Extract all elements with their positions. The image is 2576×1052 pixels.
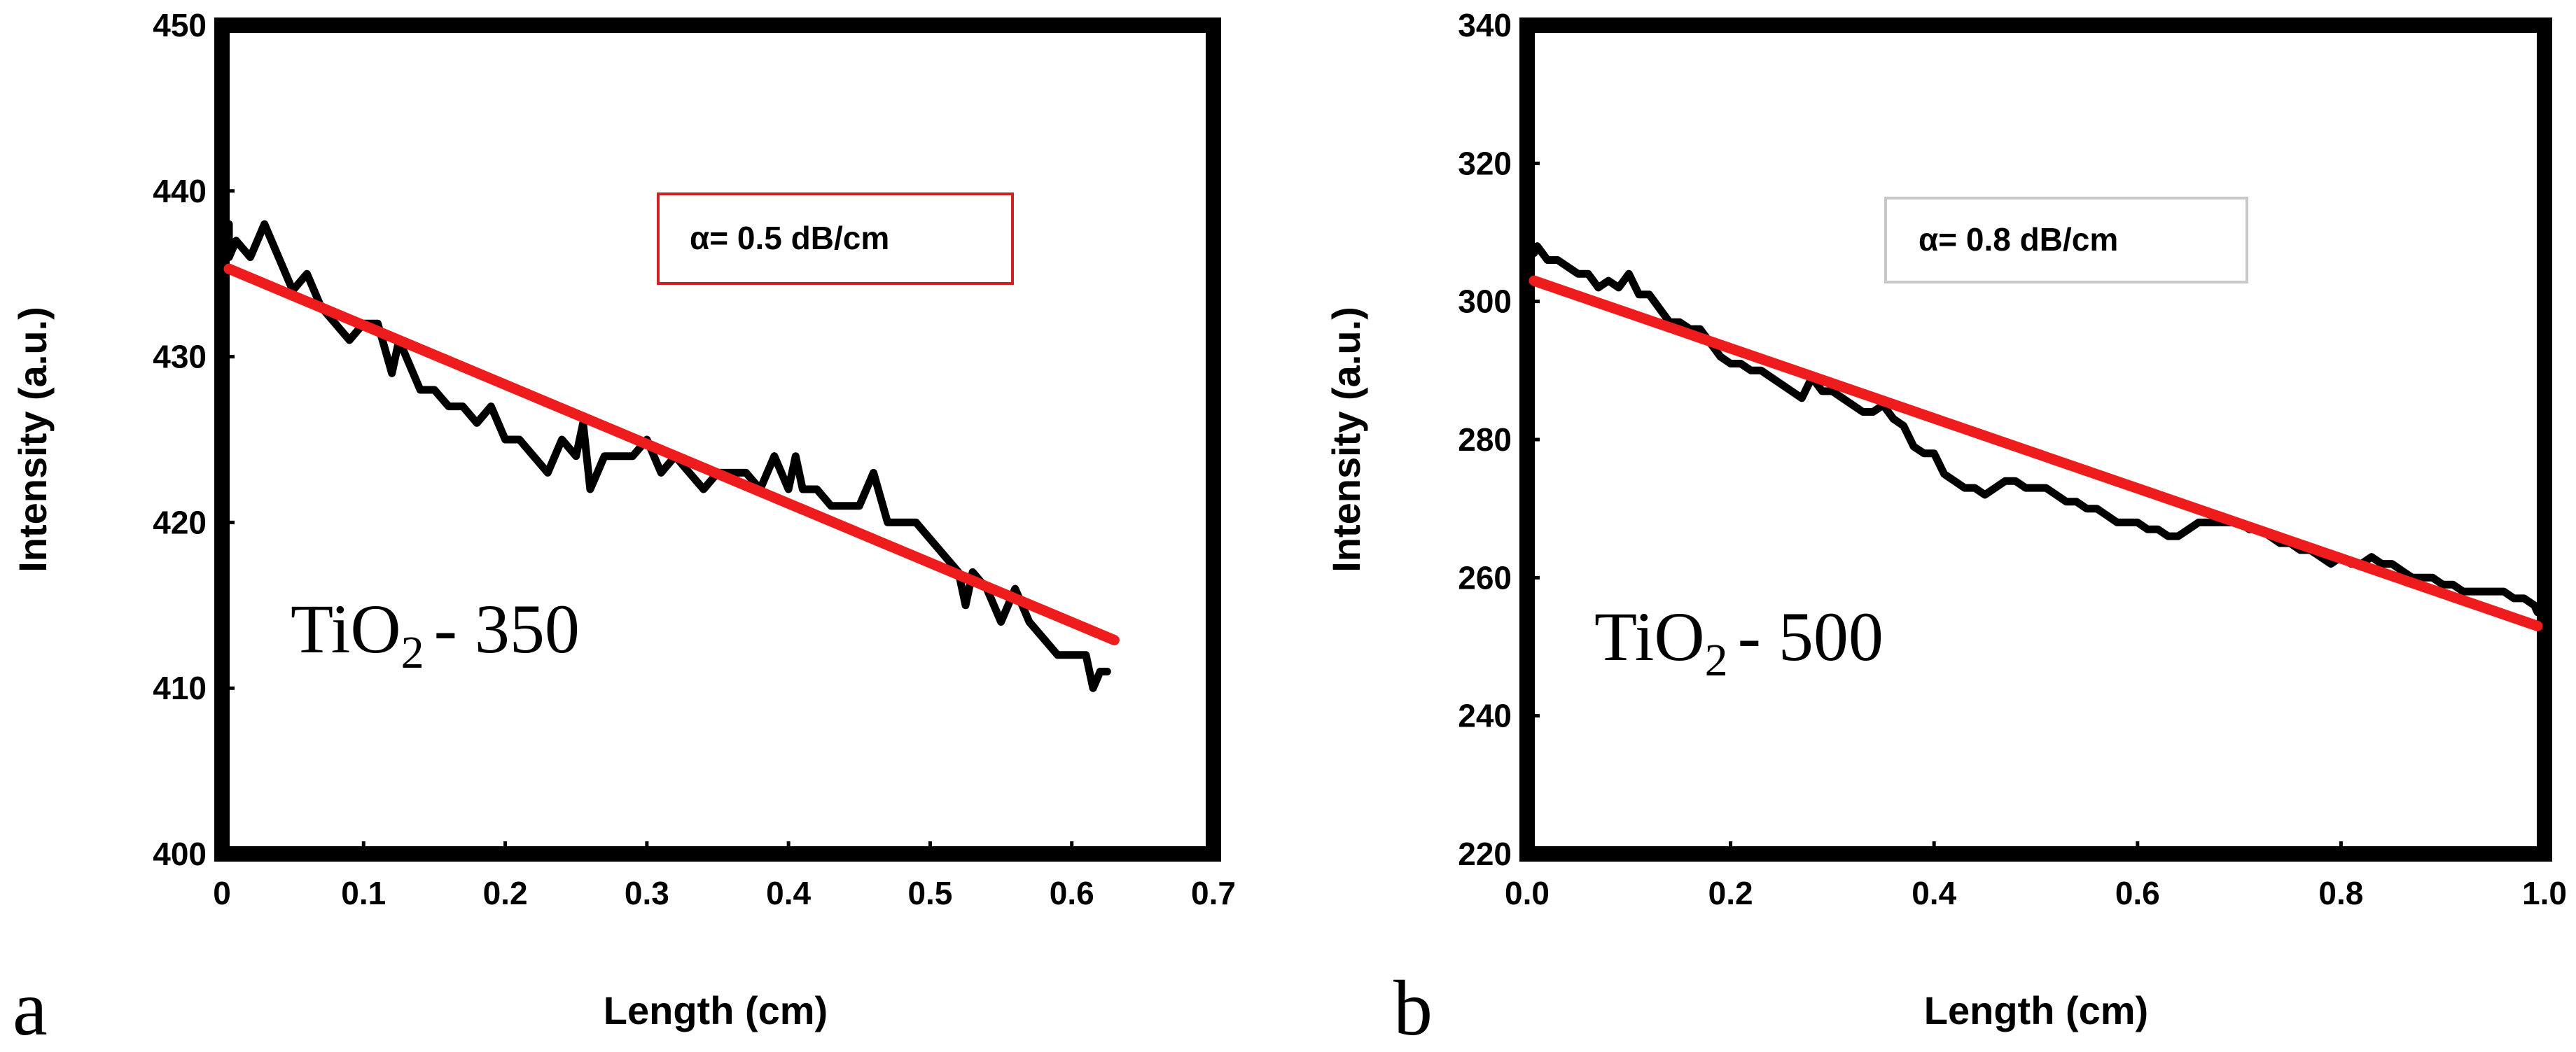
y-tick-label-a: 400 [153,836,207,872]
measured-series-line-b [1530,242,2542,617]
y-tick-label-a: 420 [153,504,207,540]
fit-line-a [223,263,1120,645]
x-tick-label-a: 0.7 [1191,875,1236,911]
y-tick-label-b: 240 [1458,698,1512,734]
x-tick-label-a: 0.2 [483,875,528,911]
sample-label-rest-b: - 500 [1738,598,1884,675]
panel-letter-b: b [1393,965,1433,1052]
y-tick-label-b: 260 [1458,559,1512,596]
x-tick-label-a: 0.4 [766,875,811,911]
y-tick-label-a: 440 [153,173,207,209]
sample-label-main-a: TiO [291,590,401,668]
x-tick-label-b: 0.2 [1708,875,1753,911]
series-layer-b [1529,242,2543,631]
y-axis-title-b: Intensity (a.u.) [1324,307,1368,573]
axis-ticks-b: 0.0 0.2 0.4 0.6 0.8 1.0 220 240 260 280 300 320 340 [1458,7,2567,911]
x-tick-label-b: 0.4 [1912,875,1956,911]
plot-area-frame-a [214,17,1221,862]
x-axis-title-a: Length (cm) [604,988,828,1032]
sample-label-sub-b: 2 [1705,635,1728,686]
measured-series-line-a [225,220,1111,692]
series-layer-a [223,220,1120,692]
sample-label-b: TiO2- 500 [1594,598,1884,686]
axis-ticks-a: 0 0.1 0.2 0.3 0.4 0.5 0.6 0.7 400 410 420 430 440 450 [153,7,1236,911]
panel-letter-a: a [13,965,48,1052]
y-tick-label-b: 280 [1458,421,1512,458]
sample-label-a: TiO2- 350 [291,590,580,678]
y-tick-label-b: 300 [1458,283,1512,320]
plot-area-frame-b [1519,17,2552,862]
sample-label-main-b: TiO [1594,598,1705,675]
x-axis-title-b: Length (cm) [1924,988,2148,1032]
x-tick-label-b: 0.8 [2318,875,2363,911]
alpha-annotation-b: α= 0.8 dB/cm [1919,221,2118,258]
y-tick-label-b: 220 [1458,836,1512,872]
x-tick-label-b: 0.6 [2115,875,2160,911]
chart-panel-a: 0 0.1 0.2 0.3 0.4 0.5 0.6 0.7 400 410 420 430 440 450… [11,7,1236,1052]
x-tick-label-a: 0.3 [625,875,669,911]
x-tick-label-a: 0 [213,875,231,911]
y-tick-label-a: 410 [153,670,207,706]
x-tick-label-b: 0.0 [1505,875,1550,911]
alpha-annotation-a: α= 0.5 dB/cm [690,220,889,256]
chart-panel-b: 0.0 0.2 0.4 0.6 0.8 1.0220240260280300320340 … [1324,7,2567,1052]
x-tick-label-b: 1.0 [2522,875,2567,911]
fit-line-b [1529,275,2543,631]
y-tick-label-a: 430 [153,339,207,375]
alpha-annotation-box-a [657,192,1014,285]
alpha-annotation-box-b [1884,197,2248,283]
x-tick-label-a: 0.1 [341,875,386,911]
y-axis-title-a: Intensity (a.u.) [11,307,55,573]
y-tick-label-b: 320 [1458,145,1512,181]
y-tick-label-a: 450 [153,7,207,43]
y-tick-label-b: 340 [1458,7,1512,43]
x-tick-label-a: 0.5 [907,875,952,911]
sample-label-rest-a: - 350 [434,590,580,668]
x-tick-label-a: 0.6 [1050,875,1094,911]
sample-label-sub-a: 2 [401,627,424,678]
